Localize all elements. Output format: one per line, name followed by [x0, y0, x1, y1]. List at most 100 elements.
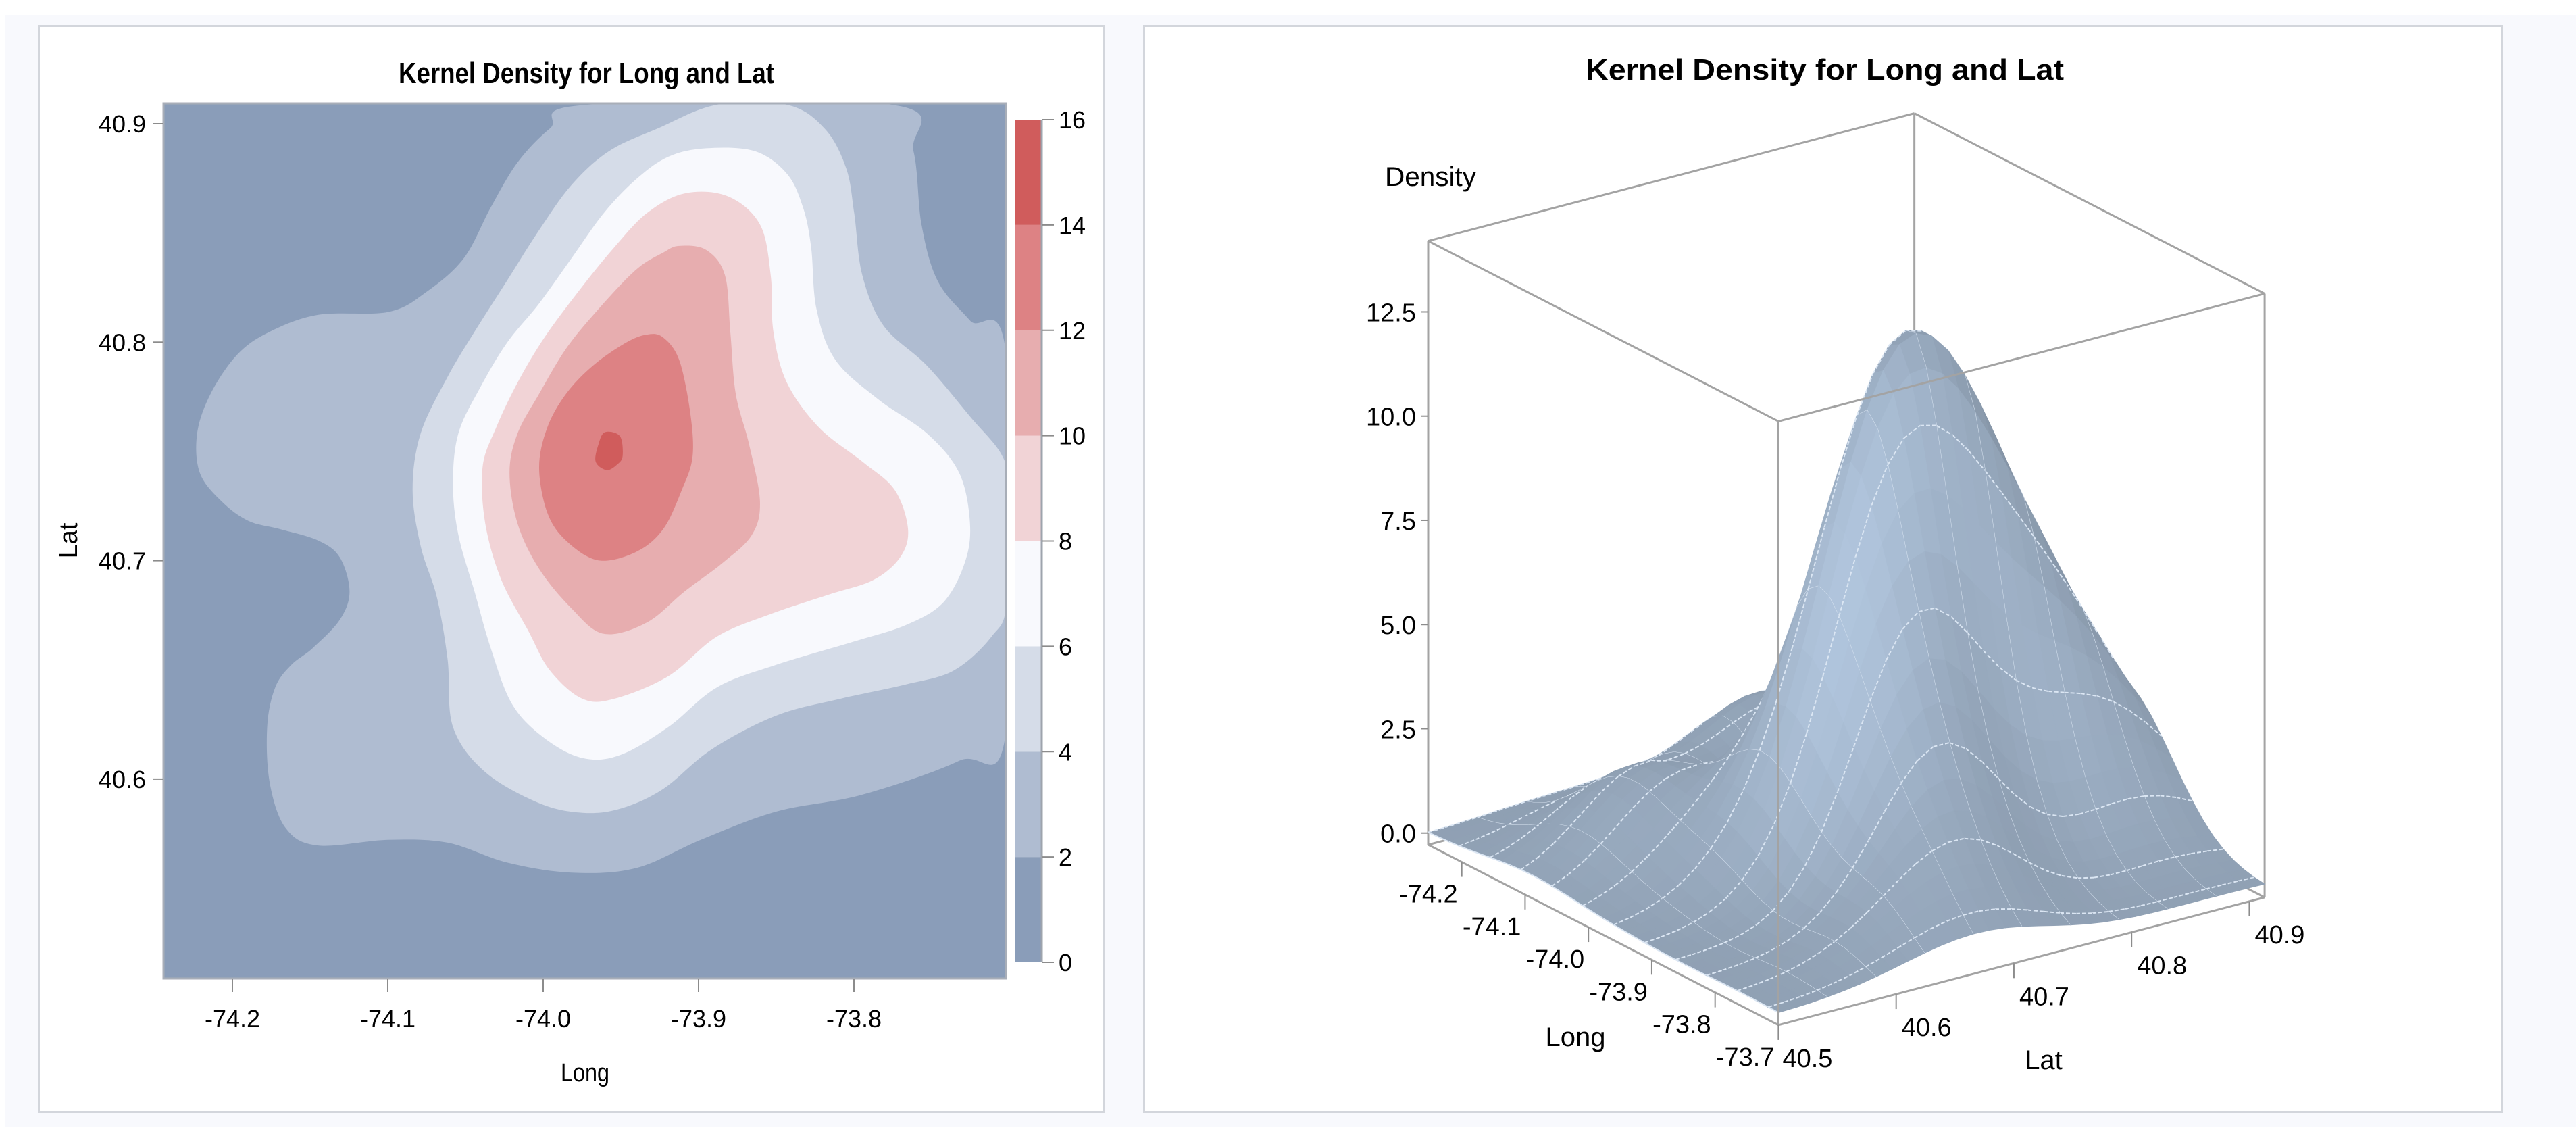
surface-grid-line: [1869, 660, 1887, 702]
surface-grid-line: [1475, 832, 1492, 841]
lat-axis-label: Lat: [2025, 1045, 2063, 1075]
surface-grid-line: [1665, 769, 1682, 780]
surface-grid-line: [1834, 927, 1852, 943]
colorbar-swatch: [1015, 646, 1042, 752]
surface-grid-line: [2174, 853, 2192, 858]
surface-grid-line: [2033, 535, 2050, 560]
surface-grid-line: [2238, 876, 2255, 882]
z-tick-label: 0.0: [1380, 820, 1416, 849]
surface-grid-line: [1997, 777, 2015, 795]
surface-grid-line: [1557, 786, 1575, 793]
surface-grid-line: [1801, 953, 1819, 964]
surface-grid-line: [1804, 832, 1822, 866]
x-axis: -74.2 -74.1 -74.0 -73.9 -73.8: [205, 979, 882, 1033]
colorbar-swatch: [1015, 541, 1042, 647]
surface-grid-line: [2098, 633, 2115, 661]
surface-grid-line: [1981, 761, 1999, 779]
surface-grid-line: [1737, 985, 1754, 991]
surface-chart: Kernel Density for Long and Lat Density …: [1366, 53, 2304, 1075]
colorbar-tick-label: 0: [1059, 949, 1072, 977]
surface-grid-line: [1790, 733, 1808, 784]
surface-grid-line: [1668, 753, 1685, 761]
surface-grid-line: [1822, 616, 1840, 677]
surface-grid-line: [1700, 733, 1717, 746]
surface-grid-line: [1459, 839, 1476, 847]
surface-grid-line: [1479, 853, 1490, 858]
contour-chart-title: Kernel Density for Long and Lat: [399, 57, 774, 90]
surface-grid-line: [1648, 778, 1666, 793]
surface-grid-line: [2158, 856, 2175, 862]
surface-grid-line: [1968, 450, 1986, 471]
surface-grid-line: [1644, 942, 1655, 949]
surface-grid-line: [2031, 687, 2048, 692]
surface-grid-line: [1918, 607, 1935, 613]
surface-grid-line: [2125, 865, 2143, 872]
long-tick-label: -74.1: [1463, 913, 1521, 941]
surface-grid-line: [1806, 676, 1824, 734]
z-tick-label: 2.5: [1380, 716, 1416, 744]
surface-grid-line: [1679, 800, 1697, 822]
surface-grid-line: [1677, 868, 1696, 886]
surface-grid-line: [1490, 857, 1501, 862]
surface-grid-line: [2113, 701, 2130, 711]
surface-grid-line: [1840, 416, 1858, 469]
surface-grid-line: [2189, 888, 2206, 894]
surface-grid-line: [2129, 710, 2146, 723]
surface-grid-line: [2015, 679, 2033, 689]
surface-grid-line: [1756, 910, 1773, 926]
surface-grid-line: [1887, 437, 1904, 466]
surface-grid-line: [1936, 424, 1953, 436]
y-tick-label: 40.7: [99, 547, 146, 575]
box-edge: [1778, 293, 2265, 422]
surface-grid-line: [1948, 837, 1965, 843]
surface-grid-line: [1915, 850, 1932, 865]
surface-grid-line: [2081, 607, 2099, 635]
surface-grid-line: [1675, 954, 1692, 960]
surface-grid-line: [1836, 747, 1854, 793]
surface-grid-line: [1741, 856, 1759, 881]
surface-grid-line: [2109, 870, 2127, 876]
contour-chart: Kernel Density for Long and Lat -74.2 -74…: [55, 57, 1086, 1087]
z-tick-label: 5.0: [1380, 612, 1416, 640]
surface-grid-line: [1788, 865, 1806, 893]
long-tick-label: -73.7: [1716, 1043, 1775, 1072]
surface-grid-line: [1645, 897, 1663, 910]
colorbar-tick-label: 16: [1059, 106, 1086, 134]
surface-grid-line: [1685, 964, 1696, 971]
surface-grid-line: [1800, 989, 1817, 997]
surface-grid-line: [1617, 765, 1635, 777]
surface-grid-line: [2206, 848, 2224, 852]
surface-grid-line: [1632, 791, 1650, 809]
surface-grid-line: [1476, 811, 1494, 818]
surface-grid-line: [1629, 908, 1646, 918]
surface-grid-line: [1785, 962, 1802, 973]
surface-grid-line: [1952, 434, 1969, 451]
surface-grid-line: [2092, 910, 2109, 914]
surface-grid-line: [2075, 912, 2092, 914]
surface-grid-line: [1716, 979, 1727, 987]
lat-tick-label: 40.8: [2137, 952, 2187, 981]
box-edge: [1913, 112, 2265, 295]
colorbar-tick-label: 6: [1059, 633, 1072, 660]
surface-grid-line: [2144, 795, 2161, 797]
surface-grid-line: [2017, 513, 2034, 537]
surface-grid-line: [2095, 803, 2112, 810]
surface-grid-line: [1757, 1001, 1769, 1008]
surface-grid-line: [1707, 942, 1725, 950]
surface-grid-line: [2013, 793, 2031, 808]
surface-grid-line: [2094, 874, 2111, 879]
surface-grid-line: [2027, 909, 2044, 912]
surface-grid-line: [1538, 810, 1556, 826]
surface-grid-line: [1696, 969, 1707, 977]
colorbar-tick-label: 2: [1059, 843, 1072, 871]
contour-bands: [163, 103, 1006, 979]
box-edge: [1428, 240, 1779, 422]
surface-grid-line: [1732, 711, 1750, 724]
lat-tick-label: 40.6: [1902, 1014, 1952, 1042]
surface-grid-line: [1541, 879, 1552, 887]
surface-grid-line: [1675, 959, 1686, 966]
surface-grid-line: [1554, 797, 1572, 812]
z-tick-label: 7.5: [1380, 508, 1416, 536]
surface-grid-line: [1979, 839, 1997, 846]
surface-grid-line: [1802, 912, 1821, 929]
